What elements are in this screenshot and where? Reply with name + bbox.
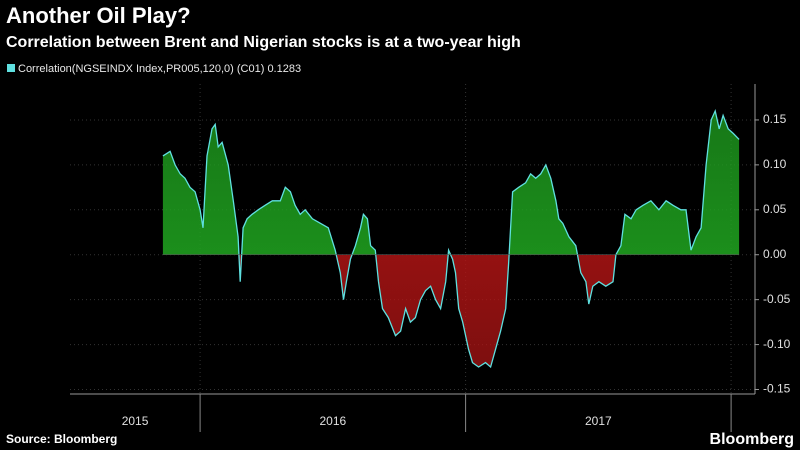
y-tick-label: -0.15 bbox=[763, 382, 791, 396]
legend-swatch bbox=[7, 64, 15, 72]
x-tick-label: 2016 bbox=[319, 414, 346, 428]
y-tick-label: 0.10 bbox=[763, 157, 787, 171]
source: Source: Bloomberg bbox=[6, 432, 117, 446]
y-tick-label: 0.05 bbox=[763, 202, 787, 216]
x-tick-label: 2017 bbox=[585, 414, 612, 428]
y-tick-label: -0.05 bbox=[763, 292, 791, 306]
area-negative bbox=[162, 254, 740, 367]
chart-subtitle: Correlation between Brent and Nigerian s… bbox=[6, 34, 521, 51]
x-tick-label: 2015 bbox=[122, 414, 149, 428]
y-tick-label: -0.10 bbox=[763, 337, 791, 351]
brand: Bloomberg bbox=[710, 431, 794, 448]
legend-label: Correlation(NGSEINDX Index,PR005,120,0) … bbox=[18, 63, 301, 75]
area-positive bbox=[162, 111, 740, 255]
y-tick-label: 0.15 bbox=[763, 112, 787, 126]
y-tick-label: 0.00 bbox=[763, 247, 787, 261]
chart-title: Another Oil Play? bbox=[6, 3, 191, 28]
line bbox=[162, 108, 740, 369]
